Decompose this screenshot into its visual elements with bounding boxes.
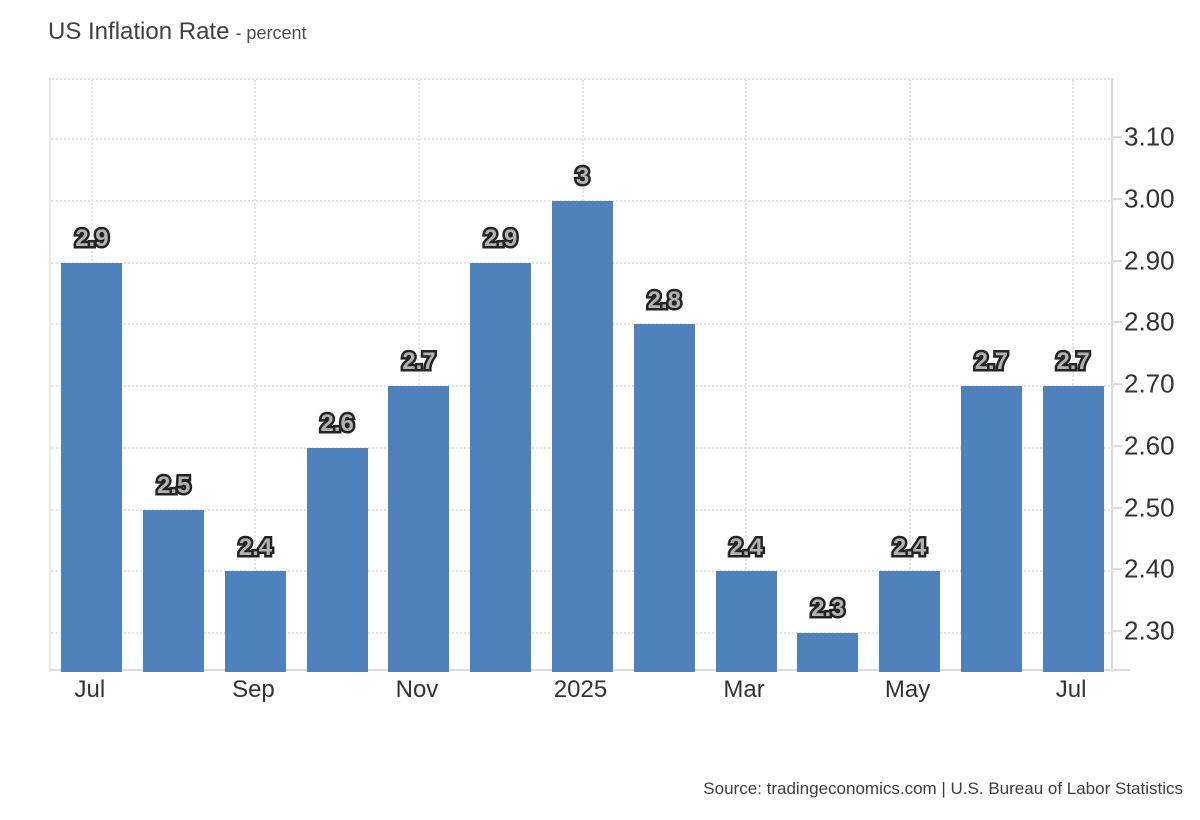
bar-value-label: 2.7 2.7	[972, 346, 1010, 378]
x-tick-label: Nov	[395, 676, 439, 703]
x-tick-label: Mar	[723, 676, 765, 703]
x-tick-label: Jul	[74, 676, 106, 703]
bar-value-label: 2.7 2.7	[400, 346, 438, 378]
bar-value-text: 2.7	[974, 348, 1009, 376]
y-tick-mark	[1112, 321, 1122, 324]
gridline-vertical	[1072, 80, 1075, 672]
bar-value-outline: 3	[573, 161, 591, 193]
bar-value-label: 2.7 2.7	[1054, 346, 1092, 378]
bar-value-outline: 2.4	[890, 531, 928, 563]
x-tick-label: May	[884, 676, 931, 703]
source-text: Source: tradingeconomics.com | U.S. Bure…	[703, 779, 1183, 798]
bar-value-label: 2.6 2.6	[318, 408, 356, 440]
bar-value-outline: 2.7	[1054, 346, 1092, 378]
gridline-vertical	[417, 80, 420, 672]
chart-subtitle: - percent	[235, 23, 307, 43]
y-tick-label: 3.00	[1124, 183, 1175, 214]
chart-title: US Inflation Rate	[48, 18, 230, 45]
bar-value-text: 2.9	[484, 224, 518, 252]
y-axis-line	[1111, 78, 1113, 672]
y-tick-label: 2.70	[1124, 368, 1175, 399]
bar-value-label: 2.3 2.3	[809, 593, 847, 625]
bar-value-label: 2.9 2.9	[73, 222, 111, 254]
bar-value-label: 2.4 2.4	[727, 531, 765, 563]
bar-value-text: 2.7	[402, 348, 436, 376]
gridline-vertical	[745, 80, 748, 672]
bar-value-outline: 2.4	[236, 531, 274, 563]
x-tick-label: Sep	[232, 676, 275, 703]
bar-value-label: 2.9 2.9	[482, 222, 520, 254]
bar-value-text: 2.7	[1056, 348, 1090, 376]
y-tick-mark	[1112, 568, 1122, 571]
bar-value-label: 2.5 2.5	[154, 469, 192, 501]
bar[interactable]	[960, 386, 1022, 672]
bar[interactable]	[1042, 386, 1104, 672]
bar-value-text: 2.4	[238, 533, 273, 561]
bar-value-outline: 2.4	[727, 531, 765, 563]
bar-value-text: 2.5	[156, 471, 191, 499]
bar[interactable]	[143, 509, 205, 672]
bar-value-outline: 2.6	[318, 408, 356, 440]
bar[interactable]	[388, 386, 450, 672]
bar[interactable]	[879, 571, 941, 672]
y-tick-label: 2.50	[1124, 492, 1175, 523]
bar[interactable]	[715, 571, 777, 672]
bar-value-text: 2.4	[892, 533, 927, 561]
y-tick-label: 2.80	[1124, 306, 1175, 337]
bar-value-text: 2.3	[811, 595, 845, 623]
bar[interactable]	[797, 633, 859, 672]
gridline-vertical	[254, 80, 257, 672]
x-tick-label: Jul	[1055, 676, 1087, 703]
y-tick-mark	[1112, 630, 1122, 633]
bar-value-text: 3	[575, 163, 590, 191]
bar[interactable]	[306, 447, 368, 672]
y-tick-mark	[1112, 444, 1122, 447]
bar-value-label: 2.4 2.4	[890, 531, 928, 563]
bar-value-text: 2.9	[75, 224, 109, 252]
chart-header: US Inflation Rate - percent	[48, 18, 306, 46]
y-tick-label: 2.60	[1124, 430, 1175, 461]
y-tick-mark	[1112, 259, 1122, 262]
plot-area: 2.9 2.9 2.5 2.5 2.4 2.4 2.6 2.6 2.7 2.7 2.9 2.9 3 3 2.…	[49, 78, 1114, 672]
bar-value-label: 2.4 2.4	[236, 531, 274, 563]
y-tick-mark	[1112, 383, 1122, 386]
bar[interactable]	[224, 571, 286, 672]
bar-value-text: 2.4	[729, 533, 763, 561]
bar-value-label: 2.8 2.8	[645, 284, 683, 316]
x-tick-label: 2025	[553, 676, 608, 703]
bar-value-outline: 2.7	[972, 346, 1010, 378]
bar-value-outline: 2.8	[645, 284, 683, 316]
bar-value-outline: 2.3	[809, 593, 847, 625]
y-tick-label: 2.90	[1124, 245, 1175, 276]
y-tick-mark	[1112, 136, 1122, 139]
y-tick-label: 2.40	[1124, 553, 1175, 584]
bar[interactable]	[633, 324, 695, 672]
y-tick-label: 3.10	[1124, 121, 1175, 152]
bar-value-outline: 2.7	[400, 346, 438, 378]
bar-value-outline: 2.9	[73, 222, 111, 254]
gridline-vertical	[908, 80, 911, 672]
bar[interactable]	[61, 262, 123, 672]
y-tick-mark	[1112, 197, 1122, 200]
bar-value-outline: 2.5	[154, 469, 192, 501]
y-tick-mark	[1112, 506, 1122, 509]
bar-value-text: 2.6	[320, 410, 354, 438]
y-tick-label: 2.30	[1124, 615, 1175, 646]
bar-value-text: 2.8	[647, 286, 681, 314]
bar[interactable]	[470, 262, 532, 672]
bar-value-outline: 2.9	[482, 222, 520, 254]
bar[interactable]	[552, 201, 613, 672]
